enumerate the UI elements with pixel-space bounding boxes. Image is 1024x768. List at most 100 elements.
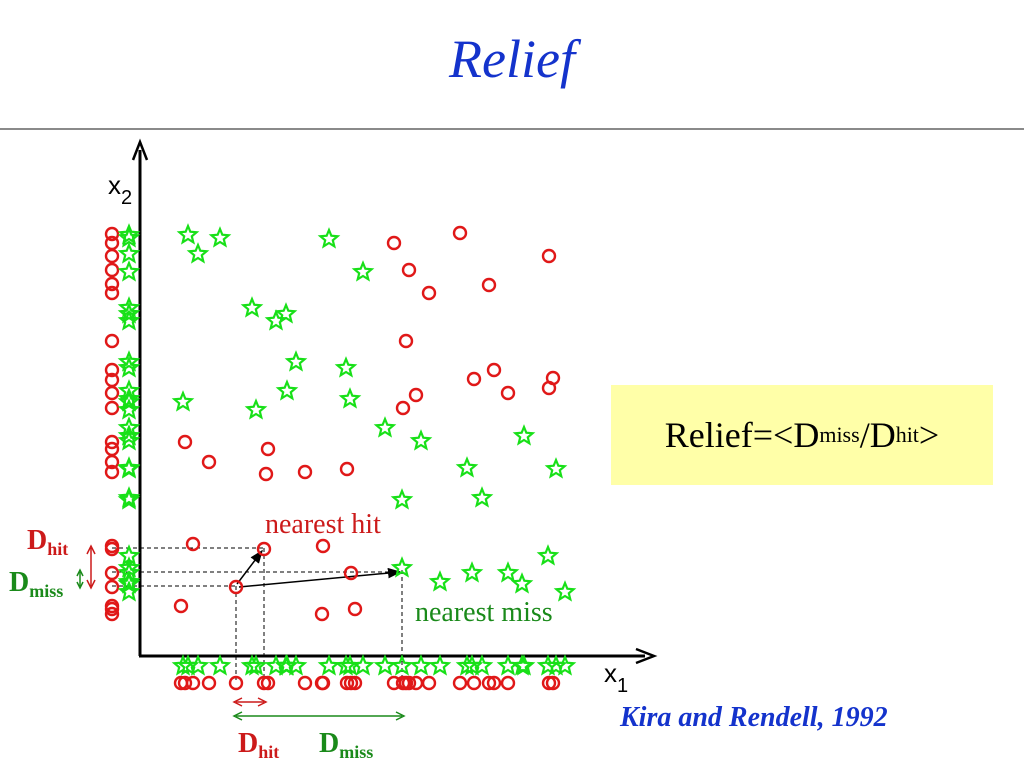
star-point: [117, 486, 141, 508]
x-axis-arrow: [635, 647, 658, 665]
star-point: [470, 486, 494, 508]
circle-point: [104, 248, 120, 264]
formula-hit-sub: hit: [895, 422, 919, 447]
dhit-d: D: [238, 728, 259, 759]
circle-point: [466, 675, 482, 691]
star-point: [176, 223, 200, 245]
nearest-miss-arrow: [238, 567, 402, 588]
bottom-dmiss-label: Dmiss: [319, 728, 373, 763]
circle-point: [177, 434, 193, 450]
circle-point: [104, 276, 120, 292]
y-axis-arrow: [131, 138, 149, 161]
circle-point: [260, 441, 276, 457]
star-point: [373, 654, 397, 676]
star-point: [460, 561, 484, 583]
circle-point: [401, 262, 417, 278]
y-axis-label: x2: [108, 170, 132, 210]
circle-point: [104, 454, 120, 470]
circle-point: [347, 601, 363, 617]
star-point: [117, 398, 141, 420]
star-point: [284, 654, 308, 676]
circle-point: [228, 579, 244, 595]
bottom-dhit-label: Dhit: [238, 728, 279, 763]
x-axis-label: x1: [604, 658, 628, 698]
star-point: [373, 416, 397, 438]
circle-point: [315, 538, 331, 554]
star-point: [117, 242, 141, 264]
circle-point: [401, 675, 417, 691]
circle-point: [343, 565, 359, 581]
star-point: [117, 424, 141, 446]
dhit-sub: hit: [47, 539, 69, 559]
y-axis-label-base: x: [108, 170, 121, 200]
circle-point: [104, 565, 120, 581]
star-point: [390, 488, 414, 510]
circle-point: [104, 333, 120, 349]
star-point: [117, 350, 141, 372]
star-point: [117, 488, 141, 510]
circle-point: [500, 675, 516, 691]
star-point: [117, 302, 141, 324]
star-point: [510, 572, 534, 594]
circle-point: [541, 380, 557, 396]
star-point: [512, 654, 536, 676]
star-point: [244, 654, 268, 676]
star-point: [244, 398, 268, 420]
circle-point: [104, 606, 120, 622]
star-point: [351, 654, 375, 676]
circle-point: [481, 675, 497, 691]
circle-point: [104, 541, 120, 557]
y-axis-label-subscript: 2: [121, 187, 133, 209]
star-point: [284, 350, 308, 372]
circle-point: [421, 285, 437, 301]
star-point: [496, 561, 520, 583]
star-point: [117, 309, 141, 331]
star-point: [117, 226, 141, 248]
circle-point: [541, 675, 557, 691]
circle-point: [201, 454, 217, 470]
star-point: [275, 379, 299, 401]
circle-point: [104, 579, 120, 595]
circle-point: [260, 675, 276, 691]
circle-point: [339, 675, 355, 691]
formula-slash: /D: [859, 415, 896, 455]
formula-close: >: [918, 415, 940, 455]
star-point: [186, 654, 210, 676]
circle-point: [104, 262, 120, 278]
circle-point: [185, 536, 201, 552]
circle-point: [104, 400, 120, 416]
circle-point: [104, 464, 120, 480]
left-dhit-label: Dhit: [27, 525, 68, 560]
circle-point: [177, 675, 193, 691]
slide-title: Relief: [449, 29, 575, 89]
circle-point: [481, 277, 497, 293]
circle-point: [104, 226, 120, 242]
star-point: [428, 570, 452, 592]
guide-lines: [112, 547, 403, 680]
dmiss-sub: miss: [339, 742, 374, 762]
dhit-sub: hit: [258, 742, 280, 762]
star-point: [117, 572, 141, 594]
star-point: [428, 654, 452, 676]
circle-point: [297, 464, 313, 480]
circle-point: [339, 461, 355, 477]
star-point: [208, 654, 232, 676]
star-point: [544, 457, 568, 479]
nearest-miss-label: nearest miss: [415, 597, 553, 628]
citation: Kira and Rendell, 1992: [620, 702, 888, 733]
circle-point: [104, 385, 120, 401]
circle-point: [185, 675, 201, 691]
circle-point: [545, 675, 561, 691]
star-point: [409, 654, 433, 676]
circle-point: [347, 675, 363, 691]
star-point: [553, 580, 577, 602]
x-axis-label-base: x: [604, 658, 617, 688]
circle-point: [486, 675, 502, 691]
star-point: [117, 429, 141, 451]
circle-point: [104, 285, 120, 301]
star-point: [390, 654, 414, 676]
star-point: [496, 654, 520, 676]
circle-point: [258, 466, 274, 482]
star-point: [117, 390, 141, 412]
star-point: [317, 654, 341, 676]
